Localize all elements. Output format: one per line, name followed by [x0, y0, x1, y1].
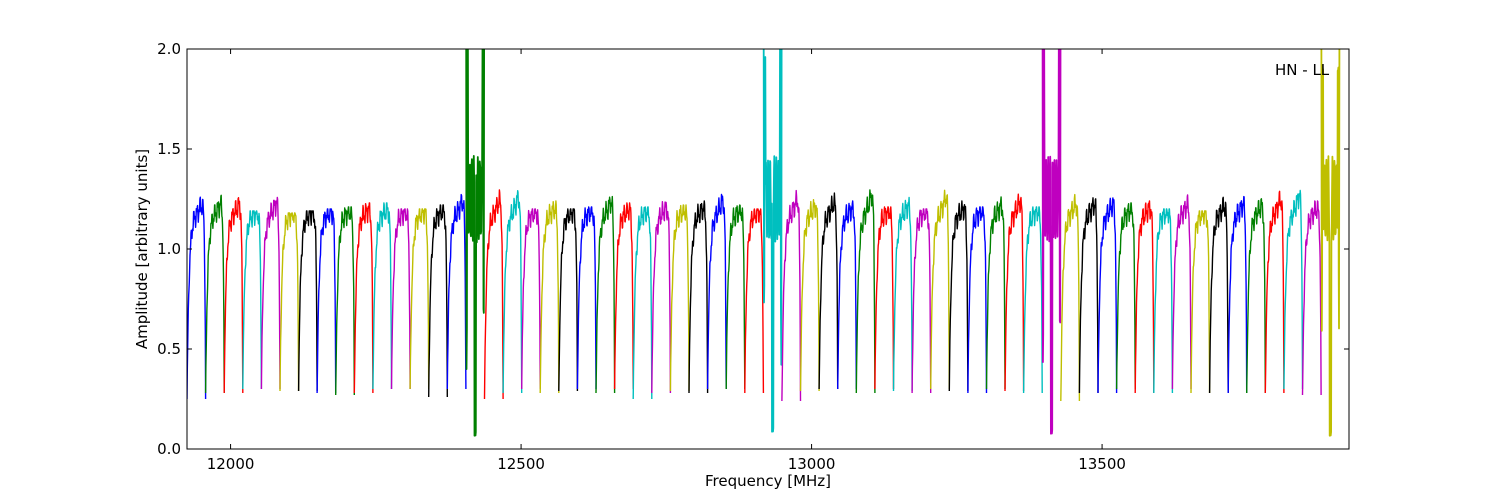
channel-series-line	[595, 195, 616, 394]
channel-series-line	[1004, 193, 1025, 392]
series-layer	[187, 49, 1341, 437]
channel-series-line	[1301, 200, 1322, 396]
channel-series-line	[874, 206, 895, 390]
channel-series-line	[1060, 193, 1081, 402]
channel-series-line	[688, 200, 709, 394]
channel-series-line	[279, 212, 300, 392]
channel-series-line	[632, 206, 653, 400]
channel-series-line	[744, 208, 765, 394]
channel-series-line	[297, 210, 318, 392]
channel-series-line	[242, 210, 263, 390]
channel-series-line	[409, 208, 430, 390]
channel-series-line	[1246, 198, 1267, 394]
x-tick-label: 12000	[207, 455, 255, 473]
channel-series-line	[1153, 208, 1174, 394]
channel-series-line	[669, 204, 690, 392]
channel-series-line	[1041, 49, 1062, 435]
channel-series-line	[1227, 195, 1248, 394]
channel-series-line	[762, 49, 783, 433]
y-axis-label: Amplitude [arbitrary units]	[133, 149, 151, 349]
channel-series-line	[1208, 196, 1229, 394]
channel-series-line	[446, 193, 467, 390]
channel-series-line	[948, 200, 969, 392]
channel-series-line	[558, 208, 579, 392]
channel-series-line	[1264, 190, 1285, 394]
channel-series-line	[1097, 197, 1118, 394]
channel-series-line	[576, 206, 597, 390]
channel-series-line	[372, 202, 393, 390]
y-tick-label: 0.5	[157, 340, 181, 358]
channel-series-line	[187, 196, 207, 400]
x-axis-label: Frequency [MHz]	[705, 472, 831, 490]
channel-series-line	[1134, 200, 1155, 394]
channel-series-line	[613, 202, 634, 390]
y-tick-label: 1.0	[157, 240, 181, 258]
channel-series-line	[1115, 202, 1136, 390]
channel-series-line	[1320, 49, 1341, 437]
channel-series-line	[428, 204, 448, 398]
annotation-label: HN - LL	[1275, 61, 1330, 79]
channel-series-line	[725, 204, 746, 390]
channel-series-line	[483, 189, 504, 400]
y-tick-label: 1.5	[157, 140, 181, 158]
channel-series-line	[353, 202, 374, 394]
channel-series-line	[223, 196, 244, 394]
channel-series-line	[1283, 189, 1304, 390]
channel-series-line	[521, 208, 541, 390]
channel-series-line	[818, 192, 839, 390]
channel-series-line	[260, 196, 281, 390]
plot-area	[187, 49, 1349, 449]
channel-series-line	[1022, 206, 1043, 394]
x-tick-label: 12500	[497, 455, 545, 473]
channel-series-line	[911, 208, 932, 394]
channel-series-line	[390, 208, 411, 390]
channel-series-line	[930, 189, 950, 390]
channel-series-line	[1171, 194, 1192, 390]
channel-series-line	[1190, 210, 1211, 394]
channel-series-line	[967, 206, 988, 394]
channel-series-line	[781, 189, 802, 402]
channel-series-line	[539, 200, 560, 394]
channel-series-line	[892, 196, 913, 392]
channel-series-line	[651, 200, 672, 394]
channel-series-line	[502, 189, 523, 394]
channel-series-line	[855, 189, 876, 394]
channel-series-line	[465, 49, 486, 437]
channel-series-line	[837, 200, 857, 390]
x-tick-label: 13000	[788, 455, 836, 473]
ticks-layer: 12000 12500 13000 13500 0.0 0.5 1.0 1.5 2.0	[157, 40, 1349, 473]
channel-series-line	[1078, 197, 1099, 394]
channel-series-line	[204, 194, 225, 394]
x-tick-label: 13500	[1078, 455, 1126, 473]
channel-series-line	[316, 208, 337, 394]
channel-series-line	[706, 193, 727, 390]
y-tick-label: 2.0	[157, 40, 181, 58]
channel-series-line	[985, 196, 1006, 390]
y-tick-label: 0.0	[157, 440, 181, 458]
channel-series-line	[335, 206, 355, 396]
channel-series-line	[799, 198, 820, 392]
